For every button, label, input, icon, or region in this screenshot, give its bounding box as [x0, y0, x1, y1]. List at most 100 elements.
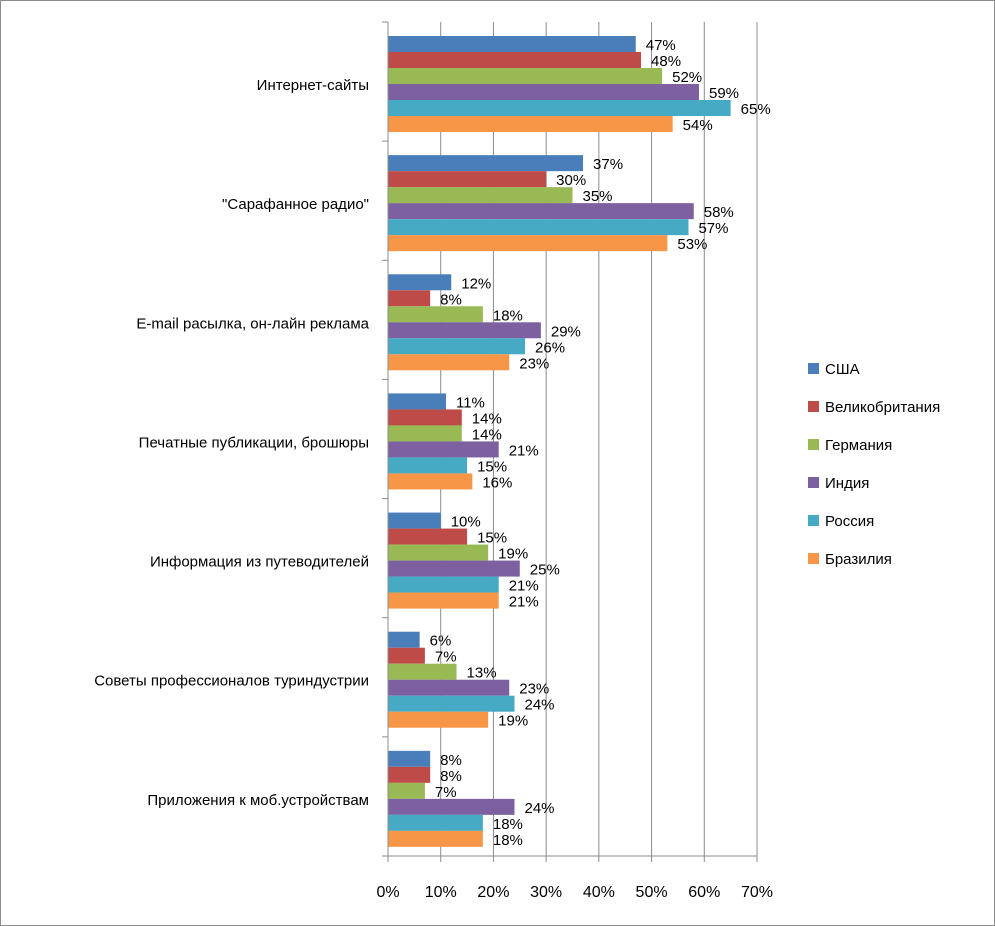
data-label: 57%: [698, 220, 728, 237]
legend: США Великобритания Германия Индия Россия Браз…: [808, 361, 940, 568]
bar: [388, 203, 694, 220]
bar: [388, 528, 468, 545]
data-label: 24%: [525, 800, 555, 817]
data-label: 13%: [467, 665, 497, 682]
data-label: 59%: [709, 85, 739, 102]
bar: [388, 155, 584, 172]
data-label: 37%: [593, 156, 623, 173]
bar: [388, 798, 515, 815]
data-label: 26%: [535, 339, 565, 356]
data-label: 54%: [683, 117, 713, 134]
bar: [388, 100, 731, 116]
data-label: 18%: [493, 816, 523, 833]
bar: [388, 274, 452, 291]
bar: [388, 592, 499, 609]
data-label: 25%: [530, 562, 560, 579]
x-tick-label: 10%: [425, 884, 457, 901]
data-label: 19%: [498, 713, 528, 730]
x-tick-label: 20%: [477, 884, 509, 901]
bar: [388, 235, 668, 252]
category-labels: Интернет-сайты "Сарафанное радио" E-mail р…: [94, 77, 369, 809]
data-label: 19%: [498, 546, 528, 563]
legend-label: Индия: [825, 475, 869, 492]
data-label: 47%: [646, 37, 676, 54]
legend-label: Бразилия: [825, 551, 892, 568]
bar: [388, 338, 526, 355]
bar: [388, 663, 457, 680]
category-label: Советы профессионалов туриндустрии: [94, 673, 369, 690]
data-label: 48%: [651, 53, 681, 70]
data-label: 18%: [493, 832, 523, 849]
bar: [388, 544, 489, 561]
data-label: 21%: [509, 578, 539, 595]
bar: [388, 766, 431, 783]
bar: [388, 187, 573, 204]
data-label: 16%: [482, 474, 512, 491]
x-tick-labels: 0% 10% 20% 30% 40% 50% 60% 70%: [376, 884, 773, 901]
bar: [388, 560, 520, 577]
x-tick-label: 0%: [376, 884, 399, 901]
data-label: 7%: [435, 649, 457, 666]
bar: [388, 631, 420, 648]
bar: [388, 84, 700, 100]
bar: [388, 393, 446, 410]
bar: [388, 695, 515, 712]
x-tick-label: 30%: [530, 884, 562, 901]
data-label: 10%: [451, 514, 481, 531]
bar: [388, 219, 689, 236]
data-label: 15%: [477, 530, 507, 547]
bar: [388, 441, 499, 458]
axes: [382, 21, 758, 862]
data-label: 65%: [741, 101, 771, 118]
bar: [388, 814, 483, 831]
category-label: E-mail расылка, он-лайн реклама: [136, 315, 369, 332]
bar: [388, 171, 547, 188]
bar: [388, 830, 483, 847]
legend-swatch: [808, 477, 819, 488]
legend-label: Германия: [825, 437, 892, 454]
x-tick-label: 60%: [688, 884, 720, 901]
bar: [388, 306, 483, 323]
data-label: 14%: [472, 426, 502, 443]
bar: [388, 425, 462, 442]
bar: [388, 711, 489, 728]
bar: [388, 679, 510, 696]
legend-label: Россия: [825, 513, 874, 530]
bar: [388, 473, 473, 490]
legend-swatch: [808, 515, 819, 526]
bar: [388, 290, 431, 307]
category-label: "Сарафанное радио": [222, 196, 369, 213]
category-label: Интернет-сайты: [257, 77, 369, 94]
bar: [388, 457, 468, 474]
data-label: 23%: [519, 681, 549, 698]
data-label: 21%: [509, 442, 539, 459]
bar: [388, 52, 642, 68]
data-label: 53%: [677, 236, 707, 253]
bar: [388, 750, 431, 767]
data-label: 8%: [440, 752, 462, 769]
data-label: 21%: [509, 594, 539, 611]
x-tick-label: 40%: [583, 884, 615, 901]
bar: [388, 322, 541, 339]
bar: [388, 354, 510, 371]
data-label: 52%: [672, 69, 702, 86]
bar: [388, 36, 636, 52]
x-tick-label: 70%: [741, 884, 773, 901]
data-label: 11%: [456, 394, 485, 411]
data-label: 24%: [525, 697, 555, 714]
bar: [388, 576, 499, 593]
data-label: 12%: [461, 275, 491, 292]
data-label: 15%: [477, 458, 507, 475]
legend-label: Великобритания: [825, 399, 940, 416]
bar: [388, 512, 441, 529]
legend-swatch: [808, 553, 819, 564]
data-label: 8%: [440, 291, 462, 308]
data-label: 8%: [440, 768, 462, 785]
legend-swatch: [808, 401, 819, 412]
data-label: 6%: [430, 633, 452, 650]
bar: [388, 116, 673, 132]
category-label: Информация из путеводителей: [150, 554, 369, 571]
x-tick-label: 50%: [636, 884, 668, 901]
bar: [388, 647, 425, 664]
